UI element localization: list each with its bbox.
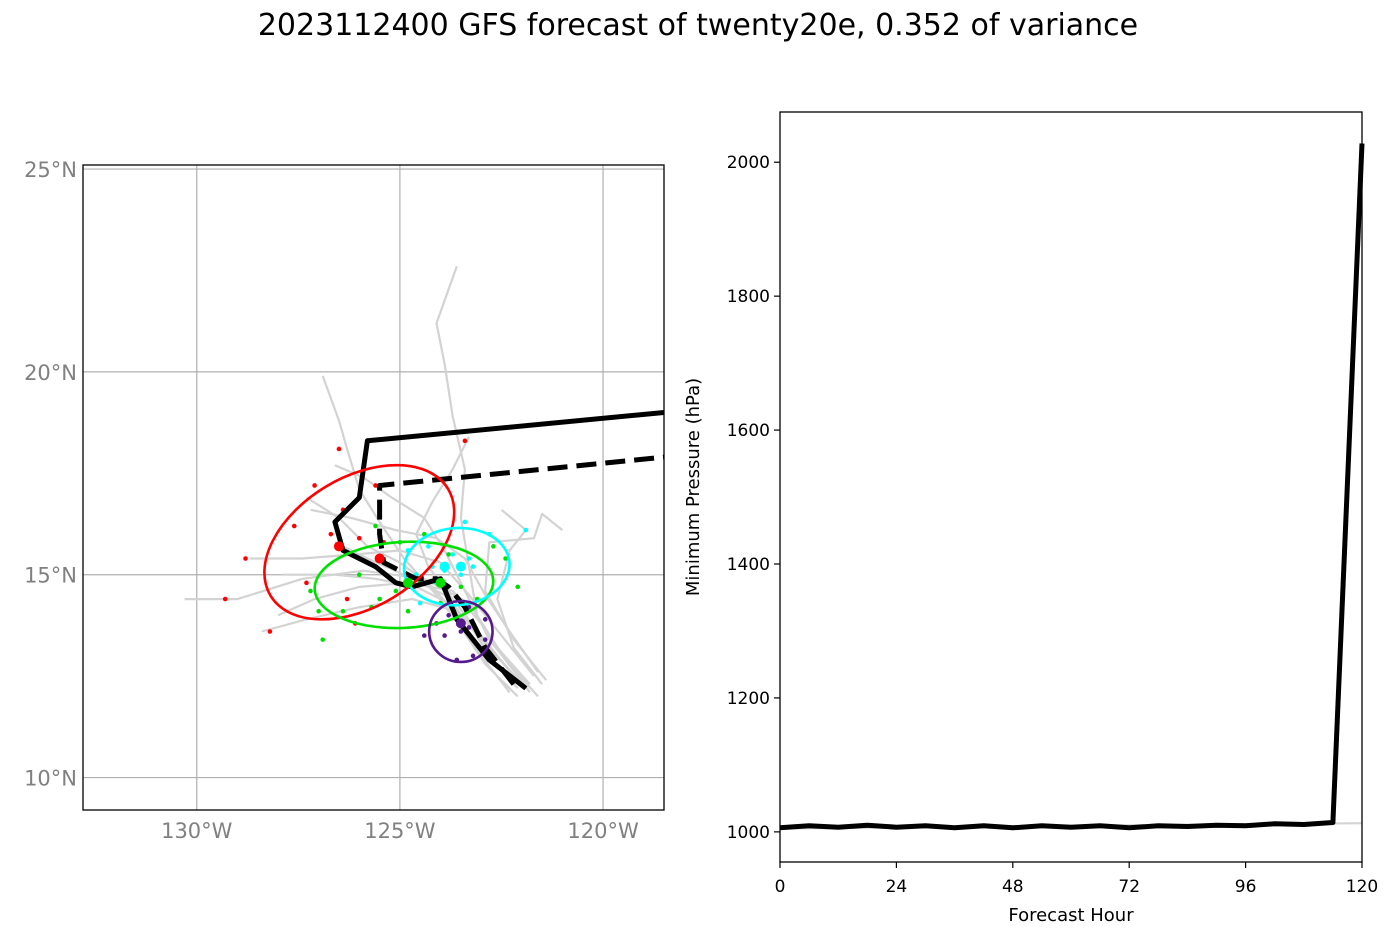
cluster-mean-red [333,541,344,552]
member-point-purple [482,617,488,622]
ensemble-track [321,375,519,698]
ensemble-track [496,508,543,685]
member-point-purple [458,629,464,634]
x-tick-label: 120 [1346,877,1378,897]
member-point-cyan [417,600,423,606]
member-point-green [308,588,313,594]
member-point-purple [446,612,451,618]
member-point-green [491,544,496,549]
line-ticks: 0 24 48 72 96 120 1000 1200 1400 1600 1800 2000 [727,153,1378,897]
member-point-green [320,637,326,642]
member-point-purple [482,637,488,642]
cluster-mean-green [435,577,446,588]
figure-title: 2023112400 GFS forecast of twenty20e, 0.… [257,8,1139,43]
map-gridlines [83,165,664,810]
cluster-mean-red [374,553,385,564]
cluster-ellipse-red [263,463,456,621]
mean-pressure-line [779,143,1365,831]
member-point-green [458,584,464,590]
member-point-cyan [523,527,529,533]
member-point-red [373,483,378,488]
member-point-red [462,438,468,444]
lon-tick-label: 125°W [364,819,436,843]
member-point-red [291,523,297,529]
lat-tick-label: 25°N [24,158,77,182]
lat-tick-label: 10°N [24,767,77,791]
lat-tick-label: 20°N [24,361,77,385]
x-axis-label: Forecast Hour [1008,905,1134,926]
member-point-red [243,556,248,561]
cluster-mean-green [403,577,414,588]
map-frame [82,164,665,811]
cluster-ellipse-purple [427,599,494,664]
member-point-red [267,629,273,634]
mean-track-solid [332,410,664,691]
member-point-cyan [426,544,431,549]
x-tick-label: 96 [1235,877,1257,897]
member-point-red [304,580,309,586]
cluster-mean-cyan [439,561,450,572]
member-point-green [503,556,508,561]
y-tick-label: 1200 [727,689,770,709]
member-point-red [344,596,350,602]
y-tick-label: 2000 [727,153,770,173]
member-point-cyan [466,556,472,561]
y-axis-label: Minimum Pressure (hPa) [683,378,704,596]
ensemble-track [249,549,535,677]
x-tick-label: 24 [886,877,908,897]
cluster-mean-purple [455,618,466,629]
member-point-purple [421,633,427,638]
y-tick-label: 1800 [727,287,770,307]
member-point-purple [470,653,476,659]
member-point-green [446,552,451,557]
member-point-green [373,523,378,529]
lon-tick-label: 130°W [161,819,233,843]
member-point-cyan [458,572,464,578]
member-point-green [393,588,399,594]
member-point-green [515,584,521,590]
x-tick-label: 72 [1118,877,1140,897]
member-point-red [356,535,362,541]
cluster-ellipse-green [313,540,495,630]
member-point-green [356,572,362,578]
member-point-purple [442,633,447,638]
map-ticks: 130°W 125°W 120°W 25°N 20°N 15°N 10°N [24,158,639,843]
member-point-red [336,446,342,452]
y-tick-label: 1600 [727,421,770,441]
cluster-mean-cyan [455,561,466,572]
member-point-red [328,531,334,537]
member-point-red [222,596,228,602]
member-point-green [405,608,411,614]
line-content [779,143,1365,831]
map-content [184,266,664,698]
member-point-green [340,608,346,614]
x-tick-label: 0 [775,877,786,897]
member-point-green [316,608,321,614]
member-point-green [377,596,382,602]
y-tick-label: 1400 [727,555,770,575]
member-point-red [312,483,317,488]
member-point-cyan [470,564,476,569]
member-point-purple [466,625,472,630]
lon-tick-label: 120°W [567,819,639,843]
cluster-ellipse-cyan [402,526,511,607]
member-point-cyan [450,552,456,557]
y-tick-label: 1000 [727,823,770,843]
ensemble-track [334,464,523,681]
pressure-plot-frame [779,111,1363,863]
lat-tick-label: 15°N [24,564,77,588]
mean-track-dashed [377,454,664,686]
ensemble-track [484,512,564,681]
ensemble-track [310,508,539,673]
member-point-cyan [462,519,468,525]
x-tick-label: 48 [1002,877,1024,897]
